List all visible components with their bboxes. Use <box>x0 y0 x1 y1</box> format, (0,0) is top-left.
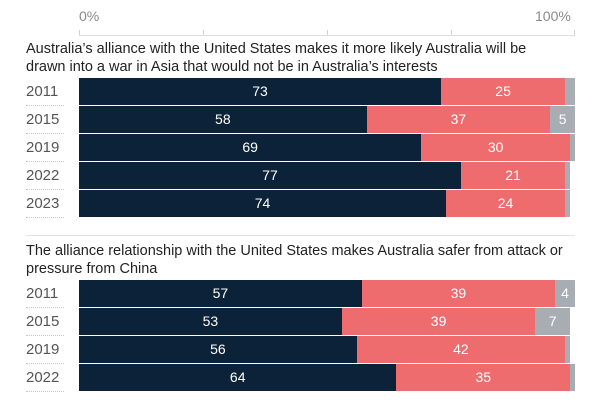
category-label: 2015 <box>26 313 60 330</box>
bar-row: 2011 57 39 4 <box>0 280 600 308</box>
data-label: 58 <box>215 111 231 127</box>
bar-row: 2019 69 30 <box>0 134 600 162</box>
chart-title: The alliance relationship with the Unite… <box>26 243 563 277</box>
data-label: 56 <box>210 341 226 357</box>
data-label: 37 <box>450 111 467 127</box>
category-label: 2019 <box>26 139 60 156</box>
category-label: 2015 <box>26 111 60 128</box>
scale-tick-75 <box>451 30 452 36</box>
category-underline <box>26 161 64 162</box>
chart-panel-2: The alliance relationship with the Unite… <box>0 242 600 392</box>
panel-divider <box>26 235 575 236</box>
category-label: 2022 <box>26 369 60 386</box>
bar-segment-3: 4 <box>555 280 575 307</box>
data-label: 25 <box>495 83 511 99</box>
scale-max-label: 100% <box>535 8 571 24</box>
bar-segment-2: 39 <box>341 308 536 335</box>
data-label: 53 <box>202 313 219 329</box>
scale-tick-25 <box>203 30 204 36</box>
data-label: 5 <box>558 111 567 127</box>
bar-segment-2: 35 <box>396 364 571 391</box>
bar-segment-3 <box>565 162 571 189</box>
category-label: 2019 <box>26 341 60 358</box>
chart-title: Australia’s alliance with the United Sta… <box>26 41 527 75</box>
bar-segment-1: 56 <box>79 336 357 363</box>
bar-segment-2: 25 <box>441 78 566 105</box>
scale-tick-50 <box>327 30 328 36</box>
category-underline <box>26 189 64 190</box>
bar-segment-1: 58 <box>79 106 367 133</box>
category-label: 2022 <box>26 167 60 184</box>
scale-min-label: 0% <box>79 8 100 24</box>
data-label: 74 <box>254 195 271 211</box>
data-label: 57 <box>212 285 229 301</box>
bar-segment-1: 77 <box>79 162 461 189</box>
data-label: 30 <box>487 139 504 155</box>
bar-row: 2011 73 25 <box>0 78 600 106</box>
data-label: 7 <box>548 313 557 329</box>
bar-segment-3 <box>565 190 571 217</box>
data-label: 35 <box>475 369 492 385</box>
scale-tick-100 <box>574 30 575 36</box>
category-underline <box>26 307 64 308</box>
bar-segment-3: 5 <box>550 106 575 133</box>
bar-row: 2015 53 39 7 <box>0 308 600 336</box>
bar-segment-2: 24 <box>446 190 566 217</box>
category-label: 2011 <box>26 83 59 100</box>
data-label: 64 <box>229 369 246 385</box>
bar-segment-1: 57 <box>79 280 362 307</box>
scale-axis-line <box>79 35 575 36</box>
category-label: 2011 <box>26 285 59 302</box>
bar-segment-1: 73 <box>79 78 442 105</box>
category-label: 2023 <box>26 195 60 212</box>
bar-segment-2: 42 <box>356 336 566 363</box>
bar-segment-3: 7 <box>535 308 571 335</box>
bar-segment-3 <box>565 78 575 105</box>
category-underline <box>26 335 64 336</box>
bar-row: 2022 77 21 <box>0 162 600 190</box>
data-label: 39 <box>450 285 467 301</box>
bar-segment-1: 53 <box>79 308 342 335</box>
category-underline <box>26 217 64 218</box>
bar-segment-3 <box>565 336 571 363</box>
bar-segment-1: 69 <box>79 134 422 161</box>
percent-scale: 0% 100% <box>0 0 600 40</box>
category-underline <box>26 391 64 392</box>
scale-tick-0 <box>79 30 80 36</box>
bar-segment-3 <box>570 364 575 391</box>
bar-segment-2: 37 <box>366 106 551 133</box>
bar-row: 2023 74 24 <box>0 190 600 218</box>
chart-panel-1: Australia’s alliance with the United Sta… <box>0 40 600 218</box>
bar-segment-2: 39 <box>361 280 556 307</box>
bar-row: 2022 64 35 <box>0 364 600 392</box>
bar-segment-1: 64 <box>79 364 397 391</box>
category-underline <box>26 363 64 364</box>
data-label: 21 <box>505 167 521 183</box>
bar-row: 2019 56 42 <box>0 336 600 364</box>
bar-segment-1: 74 <box>79 190 447 217</box>
bar-segment-2: 21 <box>460 162 566 189</box>
bar-row: 2015 58 37 5 <box>0 106 600 134</box>
data-label: 39 <box>430 313 447 329</box>
bar-segment-2: 30 <box>421 134 571 161</box>
data-label: 24 <box>497 195 514 211</box>
category-underline <box>26 133 64 134</box>
data-label: 69 <box>242 139 258 155</box>
category-underline <box>26 105 64 106</box>
data-label: 73 <box>252 83 268 99</box>
data-label: 42 <box>453 341 469 357</box>
bar-segment-3 <box>570 134 575 161</box>
data-label: 4 <box>561 285 569 301</box>
data-label: 77 <box>262 167 278 183</box>
